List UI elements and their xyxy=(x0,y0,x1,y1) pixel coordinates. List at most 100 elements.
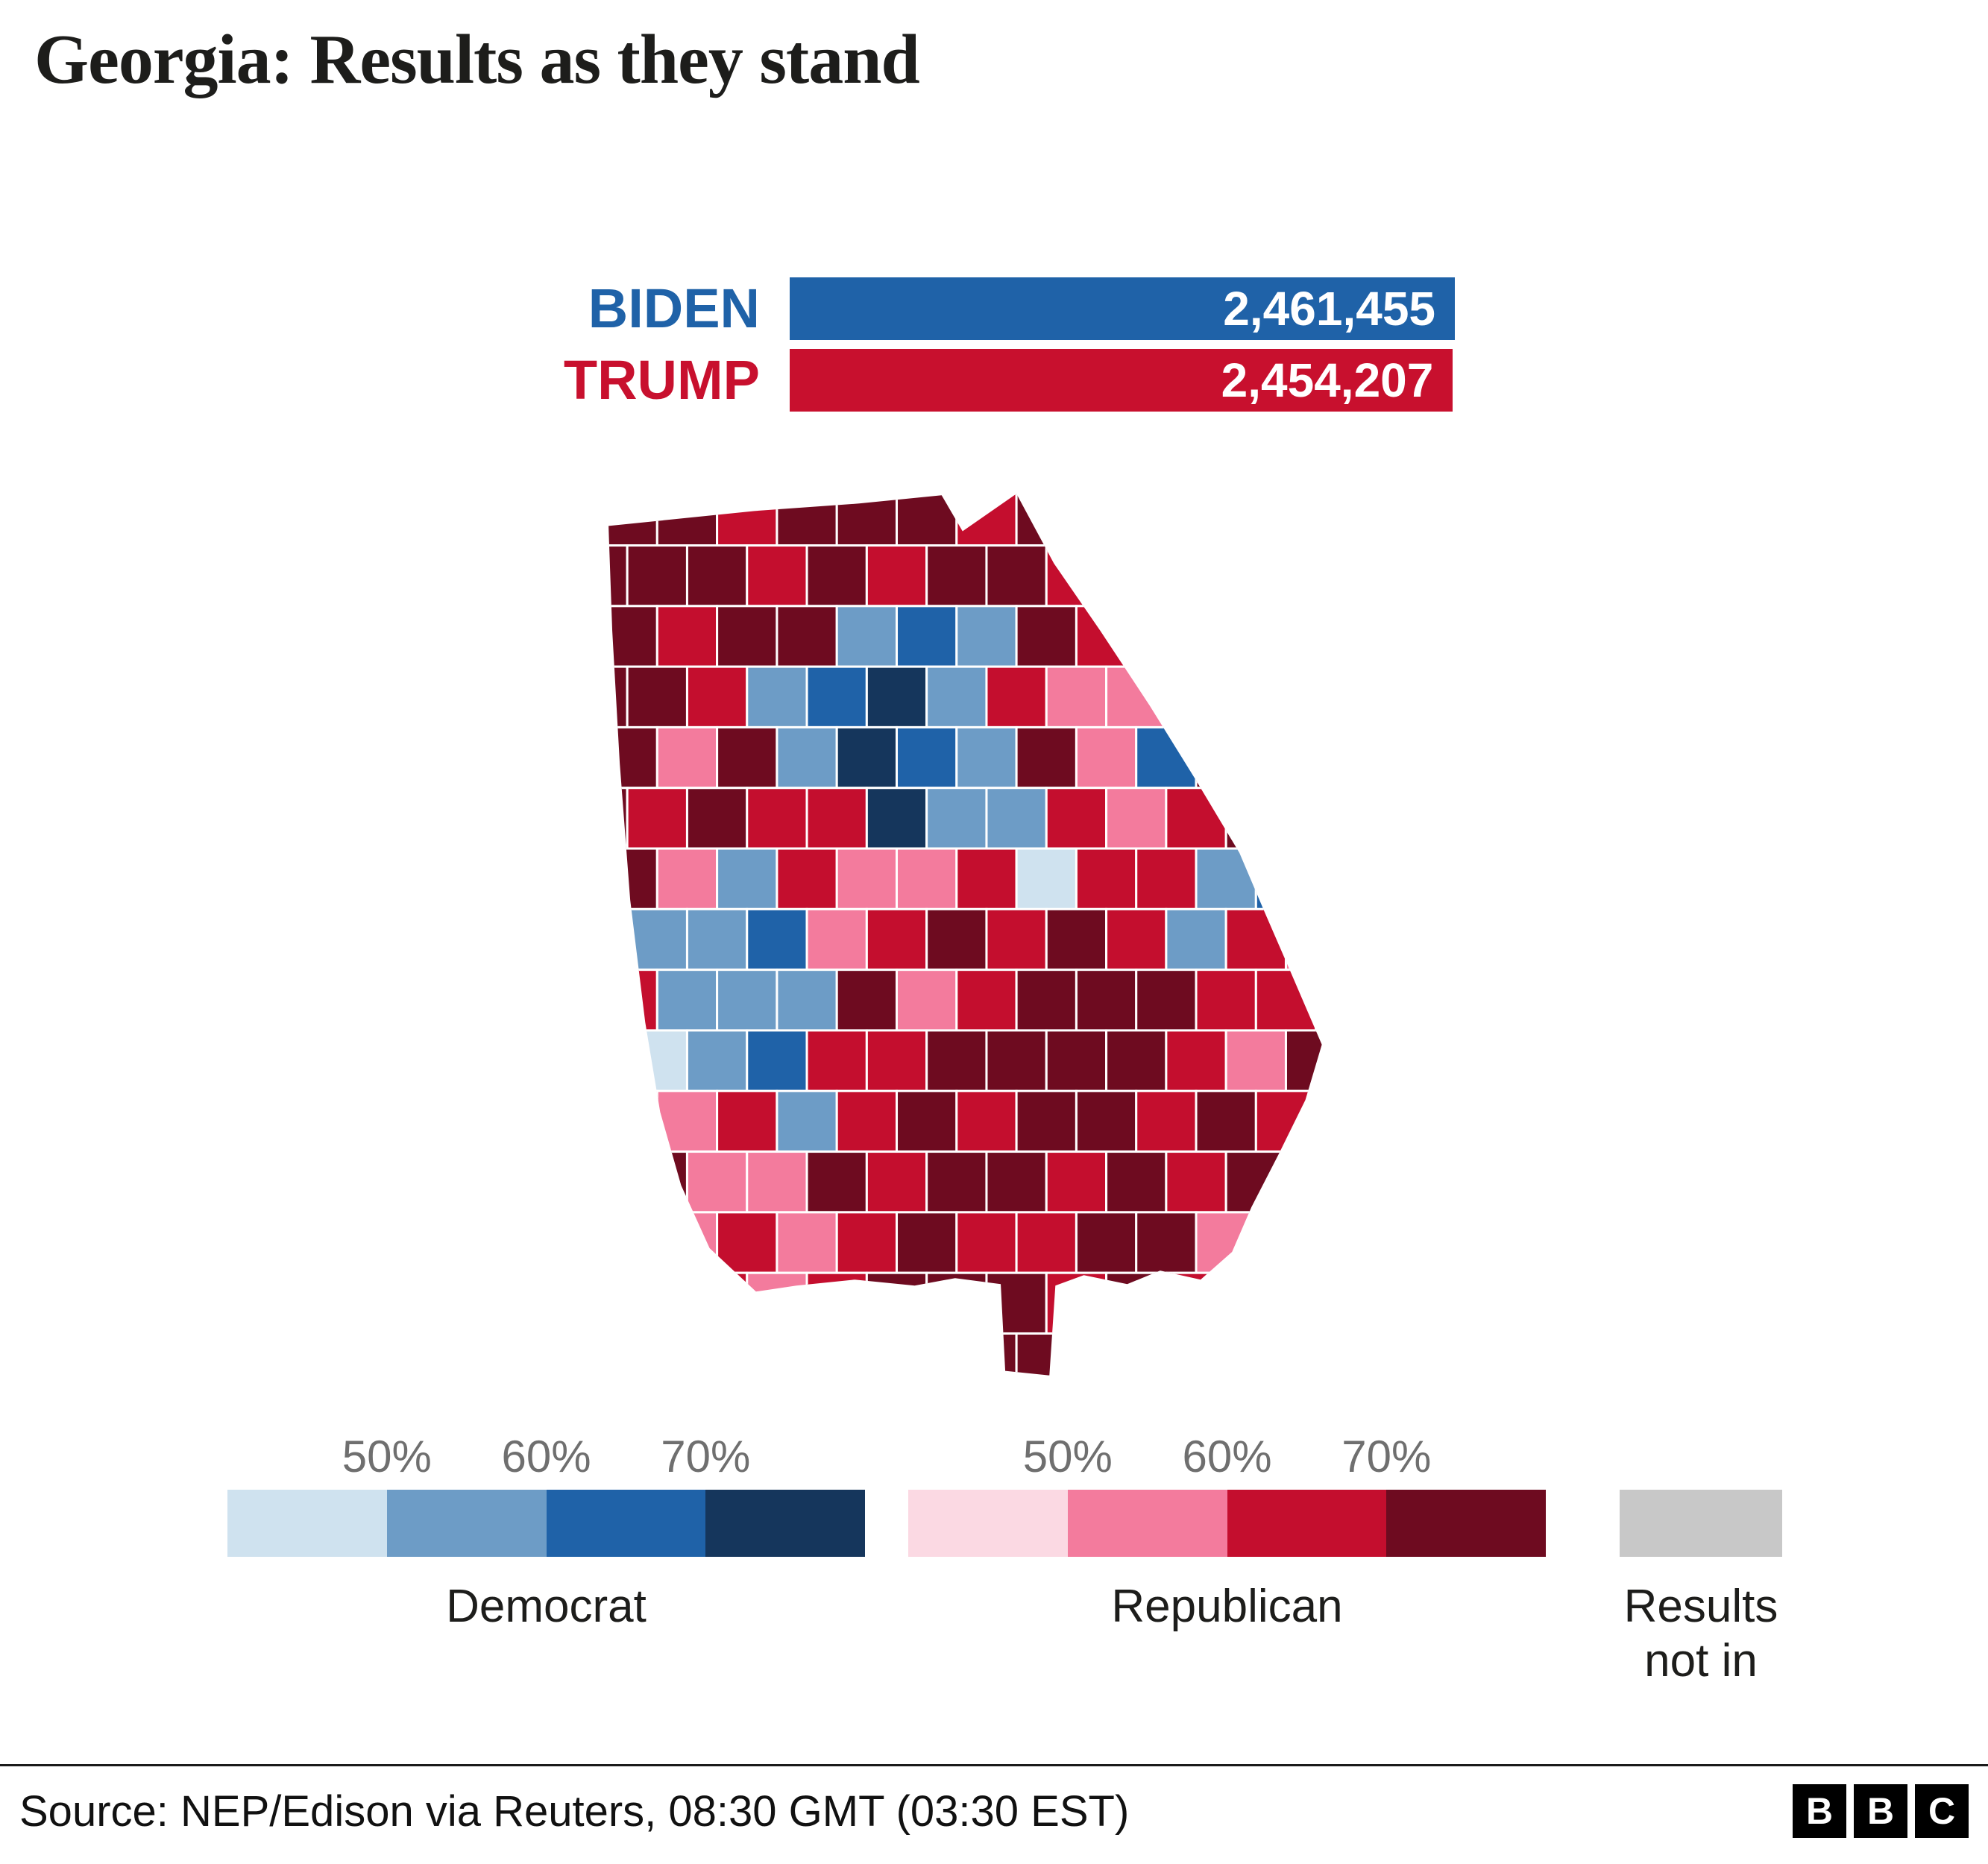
county-cell xyxy=(1376,1091,1391,1151)
county-cell xyxy=(1105,1029,1168,1092)
county-cell xyxy=(655,605,719,668)
biden-bar: 2,461,455 xyxy=(790,277,1455,340)
county-cell xyxy=(896,494,958,547)
county-cell xyxy=(608,1271,629,1335)
county-cell xyxy=(716,847,778,910)
democrat-scale-ticks: 50% 60% 70% xyxy=(227,1432,865,1490)
county-cell xyxy=(608,969,658,1032)
county-cell xyxy=(1015,605,1078,668)
county-cell xyxy=(655,847,719,910)
county-cell xyxy=(925,544,988,608)
county-cell xyxy=(716,725,778,790)
county-cell xyxy=(1254,969,1318,1032)
county-cell xyxy=(1045,907,1108,972)
county-cell xyxy=(1284,907,1322,972)
county-cell xyxy=(608,847,658,910)
county-cell xyxy=(685,907,749,972)
county-cell xyxy=(1015,1089,1078,1153)
county-cell xyxy=(955,847,1018,910)
county-cell xyxy=(835,1332,899,1376)
county-cell xyxy=(608,605,658,668)
county-cell xyxy=(626,544,688,608)
county-cell xyxy=(1315,1332,1322,1376)
county-cell xyxy=(1195,969,1257,1032)
county-cell xyxy=(985,665,1048,728)
county-cell xyxy=(1075,1211,1138,1274)
county-cell xyxy=(1254,605,1318,668)
county-cell xyxy=(835,969,899,1032)
county-cell xyxy=(1015,1332,1078,1376)
county-cell xyxy=(1045,1029,1108,1092)
county-cell xyxy=(608,1332,658,1376)
legend: 50% 60% 70% Democrat 50% 60% 70% xyxy=(0,1432,1988,1716)
county-cell xyxy=(776,847,838,910)
county-cell xyxy=(1075,494,1138,547)
county-cell xyxy=(1346,1152,1391,1212)
county-cell xyxy=(1254,1089,1318,1153)
county-cell xyxy=(655,1332,719,1376)
county-cell xyxy=(1315,725,1322,790)
page-title: Georgia: Results as they stand xyxy=(34,21,920,98)
county-cell xyxy=(1376,848,1391,909)
county-cell xyxy=(1165,665,1227,728)
county-cell xyxy=(1376,727,1391,787)
bbc-logo-block: C xyxy=(1915,1784,1969,1838)
county-cell xyxy=(1224,1029,1287,1092)
county-cell xyxy=(896,605,958,668)
legend-swatch-dem-4 xyxy=(705,1490,865,1557)
county-cell xyxy=(1315,1211,1322,1274)
county-cell xyxy=(746,1150,808,1214)
county-cell xyxy=(835,1211,899,1274)
legend-swatch-dem-2 xyxy=(386,1490,547,1557)
county-cell xyxy=(608,1150,629,1214)
county-cell xyxy=(865,665,928,728)
county-cell xyxy=(608,1029,629,1092)
county-cell xyxy=(626,907,688,972)
county-cell xyxy=(626,1029,688,1092)
county-cell xyxy=(746,1029,808,1092)
legend-swatch-rep-4 xyxy=(1386,1490,1546,1557)
bbc-logo: B B C xyxy=(1793,1784,1969,1838)
georgia-county-map xyxy=(608,494,1391,1376)
county-cell xyxy=(1254,494,1318,547)
county-cell xyxy=(655,969,719,1032)
county-cell xyxy=(925,665,988,728)
county-cell xyxy=(1015,725,1078,790)
legend-tick: 70% xyxy=(1341,1432,1432,1482)
county-cell xyxy=(1165,1029,1227,1092)
county-cell xyxy=(685,665,749,728)
county-cell xyxy=(1105,665,1168,728)
county-cell xyxy=(1135,494,1198,547)
county-cell xyxy=(1015,969,1078,1032)
county-cell xyxy=(896,1089,958,1153)
county-cell xyxy=(955,969,1018,1032)
county-cell xyxy=(1165,1150,1227,1214)
county-cell xyxy=(1284,665,1322,728)
county-cell xyxy=(1045,544,1108,608)
county-cell xyxy=(925,787,988,850)
county-cell xyxy=(985,787,1048,850)
county-cell xyxy=(1284,544,1322,608)
county-cell xyxy=(955,1332,1018,1376)
no-results-swatches xyxy=(1620,1490,1782,1557)
trump-result-row: TRUMP 2,454,207 xyxy=(505,349,1483,412)
county-cell xyxy=(1376,1212,1391,1273)
county-cell xyxy=(1315,494,1322,547)
legend-swatch-no-result xyxy=(1620,1490,1782,1557)
county-cell xyxy=(955,1211,1018,1274)
county-cell xyxy=(1224,1150,1287,1214)
trump-bar-track: 2,454,207 xyxy=(790,349,1455,412)
county-cell xyxy=(1315,969,1322,1032)
republican-swatches xyxy=(908,1490,1546,1557)
county-cell xyxy=(1105,544,1168,608)
county-cell xyxy=(685,1150,749,1214)
county-cell xyxy=(1075,1089,1138,1153)
county-cell xyxy=(1135,1211,1198,1274)
county-cells xyxy=(608,494,1391,1376)
county-cell xyxy=(896,1332,958,1376)
county-cell xyxy=(716,1211,778,1274)
democrat-swatches xyxy=(227,1490,865,1557)
county-cell xyxy=(1105,1271,1168,1335)
county-cell xyxy=(776,725,838,790)
